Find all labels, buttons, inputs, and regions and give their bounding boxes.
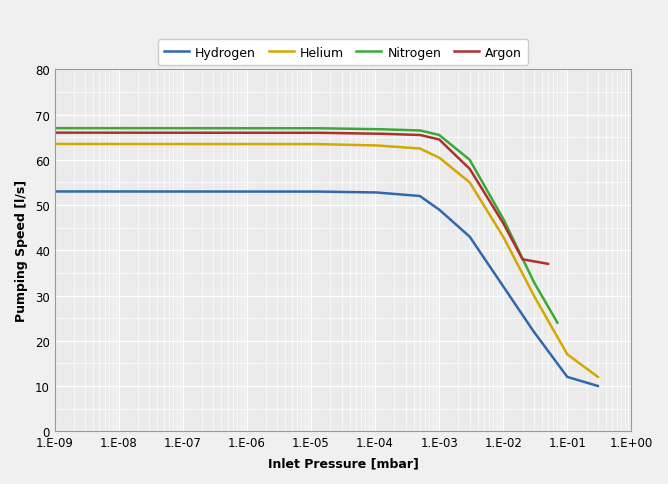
Hydrogen <box>51 189 59 195</box>
Line: Helium: Helium <box>55 145 598 377</box>
Helium <box>130 142 138 148</box>
Nitrogen <box>124 126 132 132</box>
Hydrogen <box>130 189 138 195</box>
Hydrogen <box>394 192 402 198</box>
Hydrogen <box>124 189 132 195</box>
Argon <box>275 131 283 136</box>
X-axis label: Inlet Pressure [mbar]: Inlet Pressure [mbar] <box>268 456 418 469</box>
Nitrogen <box>51 126 59 132</box>
Hydrogen <box>297 189 305 195</box>
Nitrogen <box>548 311 556 317</box>
Argon <box>544 261 552 267</box>
Nitrogen <box>183 126 191 132</box>
Nitrogen <box>118 126 126 132</box>
Argon <box>122 131 130 136</box>
Line: Argon: Argon <box>55 134 548 264</box>
Nitrogen <box>279 126 287 132</box>
Argon <box>539 260 547 266</box>
Hydrogen <box>594 383 602 389</box>
Helium <box>194 142 202 148</box>
Hydrogen <box>194 189 202 195</box>
Helium <box>589 370 597 376</box>
Argon <box>51 131 59 136</box>
Argon <box>117 131 125 136</box>
Nitrogen <box>553 320 561 326</box>
Hydrogen <box>589 382 597 388</box>
Helium <box>51 142 59 148</box>
Argon <box>180 131 188 136</box>
Legend: Hydrogen, Helium, Nitrogen, Argon: Hydrogen, Helium, Nitrogen, Argon <box>158 40 528 66</box>
Line: Nitrogen: Nitrogen <box>55 129 557 323</box>
Argon <box>363 131 371 137</box>
Y-axis label: Pumping Speed [l/s]: Pumping Speed [l/s] <box>15 180 28 322</box>
Helium <box>124 142 132 148</box>
Helium <box>594 374 602 380</box>
Helium <box>297 142 305 148</box>
Helium <box>394 145 402 151</box>
Line: Hydrogen: Hydrogen <box>55 192 598 386</box>
Nitrogen <box>368 127 376 133</box>
